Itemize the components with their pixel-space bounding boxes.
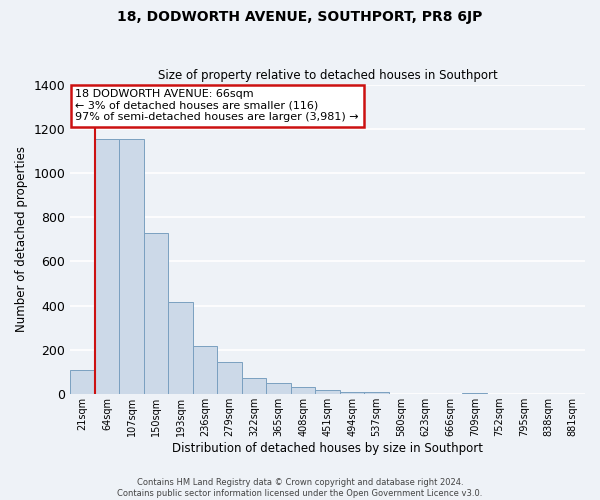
Bar <box>316 390 340 394</box>
Bar <box>242 378 266 394</box>
Bar <box>266 383 291 394</box>
Bar <box>217 362 242 394</box>
Bar <box>70 370 95 394</box>
Bar <box>291 387 316 394</box>
Text: 18, DODWORTH AVENUE, SOUTHPORT, PR8 6JP: 18, DODWORTH AVENUE, SOUTHPORT, PR8 6JP <box>118 10 482 24</box>
X-axis label: Distribution of detached houses by size in Southport: Distribution of detached houses by size … <box>172 442 483 455</box>
Bar <box>119 138 144 394</box>
Text: 18 DODWORTH AVENUE: 66sqm
← 3% of detached houses are smaller (116)
97% of semi-: 18 DODWORTH AVENUE: 66sqm ← 3% of detach… <box>76 89 359 122</box>
Bar <box>95 138 119 394</box>
Bar <box>144 232 169 394</box>
Title: Size of property relative to detached houses in Southport: Size of property relative to detached ho… <box>158 69 497 82</box>
Bar <box>169 302 193 394</box>
Text: Contains HM Land Registry data © Crown copyright and database right 2024.
Contai: Contains HM Land Registry data © Crown c… <box>118 478 482 498</box>
Bar <box>193 346 217 394</box>
Y-axis label: Number of detached properties: Number of detached properties <box>15 146 28 332</box>
Bar <box>340 392 364 394</box>
Bar <box>364 392 389 394</box>
